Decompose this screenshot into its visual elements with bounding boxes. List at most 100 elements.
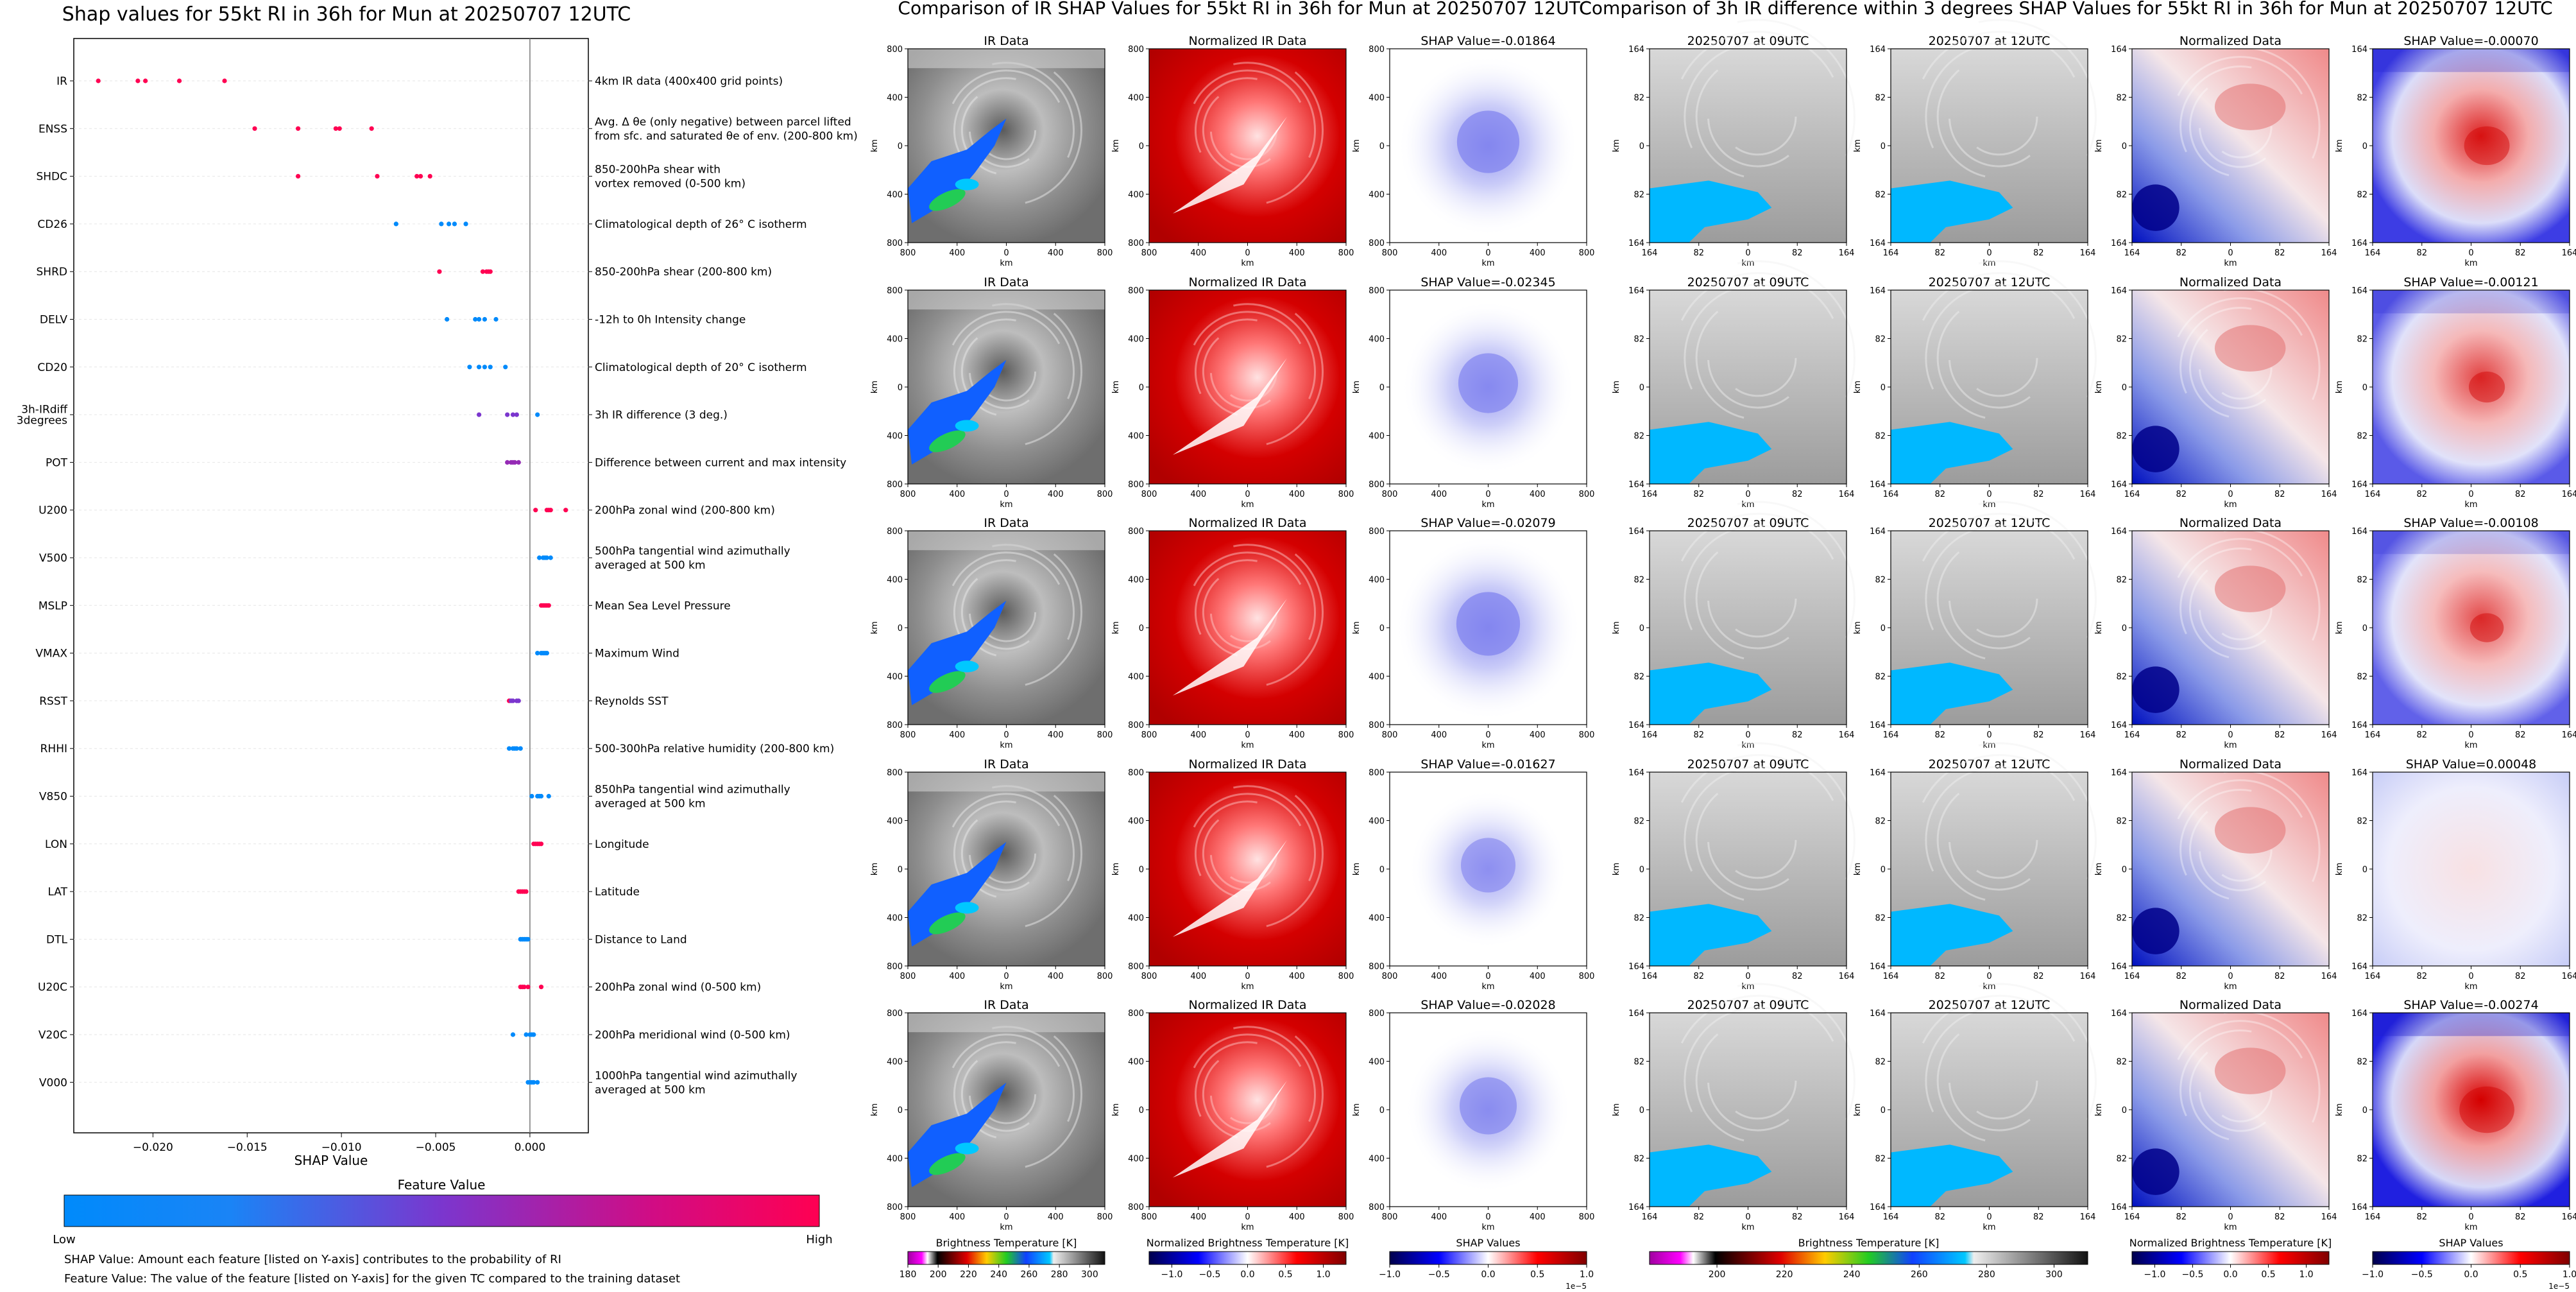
y-tick-label: 0 bbox=[898, 1106, 903, 1115]
panel-title: Normalized IR Data bbox=[1189, 757, 1307, 771]
feature-description: 3h IR difference (3 deg.) bbox=[595, 409, 728, 422]
x-tick-label: 400 bbox=[1289, 1212, 1305, 1222]
y-tick-label: 82 bbox=[2116, 1155, 2127, 1164]
x-tick-label: 800 bbox=[1382, 1212, 1398, 1222]
y-tick-label: 800 bbox=[1369, 768, 1385, 778]
panel-title: 20250707 at 09UTC bbox=[1687, 34, 1809, 48]
y-tick-label: 164 bbox=[1628, 527, 1644, 537]
shap-point bbox=[176, 78, 182, 83]
shap-point bbox=[505, 460, 510, 465]
feature-description: Climatological depth of 20° C isotherm bbox=[595, 361, 807, 374]
x-tick-label: 800 bbox=[900, 490, 916, 499]
cloud-band bbox=[2189, 811, 2230, 900]
cloud-band bbox=[1193, 551, 1302, 587]
y-tick-label: 400 bbox=[1369, 576, 1385, 585]
y-tick-label: 800 bbox=[1128, 1009, 1144, 1019]
y-axis-label: km bbox=[870, 863, 880, 875]
x-tick-label: 82 bbox=[2176, 972, 2187, 981]
shap-point bbox=[447, 221, 452, 227]
panel-frame bbox=[1148, 1012, 1347, 1207]
x-tick-label: 0 bbox=[2468, 1212, 2473, 1222]
ir-diff-colorbars: Brightness Temperature [K] 200 220 240 260 28… bbox=[1649, 1237, 2576, 1291]
ir-shap-comparison: Comparison of IR SHAP Values for 55kt RI… bbox=[870, 0, 1594, 1291]
x-tick-label: 0 bbox=[1986, 1212, 1992, 1222]
cloud-band bbox=[2199, 610, 2267, 650]
colorbar-label: SHAP Values bbox=[2439, 1237, 2503, 1249]
y-axis-label: km bbox=[1111, 863, 1121, 875]
y-tick-label: 0 bbox=[1379, 624, 1385, 633]
ir-diff-panel: 20250707 at 09UTC1641648282008282164164k… bbox=[1612, 501, 1855, 750]
y-tick-label: 800 bbox=[1369, 45, 1385, 55]
x-tick-label: 82 bbox=[1792, 972, 1803, 981]
x-tick-label: 164 bbox=[2124, 1212, 2140, 1222]
ir-panel: Normalized IR Data8008004004000040040080… bbox=[1111, 757, 1354, 992]
panel-title: Normalized Data bbox=[2179, 998, 2282, 1012]
x-tick-label: 400 bbox=[949, 972, 965, 981]
y-tick-label: 82 bbox=[1633, 1155, 1644, 1164]
x-tick-label: 400 bbox=[1530, 1212, 1546, 1222]
cloud-band bbox=[1976, 840, 2038, 879]
shap-core bbox=[1456, 110, 1520, 173]
y-tick-label: 400 bbox=[1369, 817, 1385, 827]
shap-point bbox=[143, 78, 148, 83]
y-tick-label: 164 bbox=[2111, 480, 2127, 490]
feature-description: -12h to 0h Intensity change bbox=[595, 314, 746, 327]
y-axis-label: km bbox=[1352, 1103, 1361, 1116]
feature-label: POT bbox=[46, 456, 68, 469]
y-tick-label: 82 bbox=[2357, 1155, 2367, 1164]
x-tick-label: 400 bbox=[1530, 490, 1546, 499]
x-axis-label: km bbox=[1741, 500, 1754, 510]
panel-frame bbox=[1890, 48, 2088, 243]
x-tick-label: 164 bbox=[2124, 972, 2140, 981]
cloud-band-top bbox=[908, 531, 1105, 551]
shap-core bbox=[1458, 353, 1519, 413]
cloud-band bbox=[989, 1094, 1037, 1124]
y-tick-label: 164 bbox=[1628, 286, 1644, 296]
x-tick-label: 82 bbox=[2033, 490, 2044, 499]
cloud-band bbox=[1976, 357, 2038, 397]
feature-description: 500hPa tangential wind azimuthally averag… bbox=[595, 545, 790, 572]
y-tick-label: 400 bbox=[1369, 673, 1385, 682]
x-axis-label: km bbox=[2464, 982, 2477, 992]
cloud-band bbox=[2221, 608, 2273, 641]
cloud-band bbox=[1025, 795, 1082, 927]
cloud-band bbox=[960, 1060, 997, 1139]
cloud-edge-region bbox=[955, 420, 979, 432]
shap-point bbox=[516, 460, 521, 465]
x-tick-label: 0 bbox=[1485, 972, 1490, 981]
x-tick-label: 0 bbox=[2228, 972, 2233, 981]
shap-point bbox=[222, 78, 227, 83]
cloud-band bbox=[1193, 1033, 1302, 1069]
x-tick-label: −0.005 bbox=[416, 1141, 456, 1154]
y-tick-label: 164 bbox=[1870, 45, 1886, 55]
cloud-band bbox=[1209, 1096, 1271, 1132]
shap-point bbox=[535, 1080, 540, 1085]
cloud-band bbox=[1936, 69, 1986, 178]
y-tick-label: 800 bbox=[1369, 721, 1385, 730]
cloud-band bbox=[2179, 789, 2252, 876]
y-tick-label: 164 bbox=[2111, 1009, 2127, 1019]
ir-diff-panel: 20250707 at 09UTC1641648282008282164164k… bbox=[1612, 260, 1855, 510]
colorbar: Brightness Temperature [K] 180 200 220 240 26… bbox=[900, 1237, 1105, 1280]
cloud-band bbox=[1680, 30, 1834, 80]
x-axis-label: km bbox=[1481, 500, 1494, 510]
shap-point bbox=[488, 269, 493, 274]
x-tick-label: 0 bbox=[2228, 248, 2233, 258]
y-tick-label: 0 bbox=[1881, 624, 1886, 633]
x-tick-label: 82 bbox=[1792, 248, 1803, 258]
cloud-band bbox=[951, 69, 1061, 105]
y-tick-label: 82 bbox=[1633, 673, 1644, 682]
coldest-cloud-core bbox=[929, 189, 966, 211]
coldest-cloud-core bbox=[929, 1153, 966, 1175]
cloud-band bbox=[1735, 840, 1797, 879]
colorbar: Normalized Brightness Temperature [K] −1.… bbox=[2129, 1237, 2332, 1280]
diff-shap-map bbox=[2373, 290, 2570, 484]
ir-diff-panel: SHAP Value=-0.00274164164828200828216416… bbox=[2335, 998, 2576, 1232]
y-tick-label: 800 bbox=[887, 768, 903, 778]
y-tick-label: 82 bbox=[1875, 576, 1886, 585]
feature-label: U20C bbox=[38, 981, 67, 994]
cloud-band bbox=[960, 96, 997, 175]
x-axis-label: km bbox=[2464, 1223, 2477, 1232]
panel-title: Normalized Data bbox=[2179, 516, 2282, 530]
negative-edge-band bbox=[2373, 49, 2570, 73]
